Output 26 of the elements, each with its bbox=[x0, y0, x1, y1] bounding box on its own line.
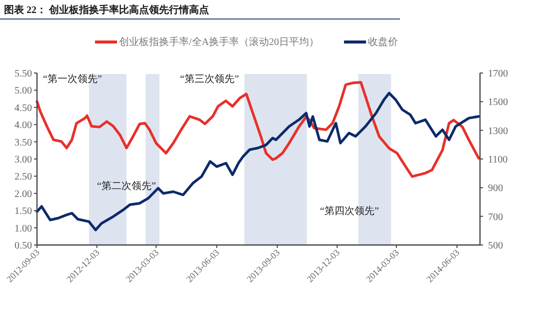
annotation: “第三次领先” bbox=[180, 73, 239, 85]
y2-tick-label: 700 bbox=[488, 212, 503, 223]
annotation: “第一次领先” bbox=[43, 73, 102, 85]
y-tick-label: 3.50 bbox=[14, 137, 32, 148]
y-tick-label: 2.00 bbox=[14, 188, 32, 200]
y-tick-label: 3.00 bbox=[14, 154, 32, 166]
chart-title: 图表 22： 创业板指换手率比高点领先行情高点 bbox=[4, 4, 209, 16]
line-series bbox=[36, 92, 480, 232]
y-tick-label: 2.50 bbox=[14, 172, 32, 183]
y2-tick-label: 1300 bbox=[488, 126, 508, 137]
y-tick-label: 4.50 bbox=[14, 102, 32, 114]
y2-tick-label: 500 bbox=[488, 240, 503, 252]
legend-label: 收盘价 bbox=[368, 36, 398, 48]
y-tick-label: 1.50 bbox=[14, 206, 32, 218]
y-tick-label: 1.00 bbox=[14, 223, 32, 234]
y-tick-label: 4.00 bbox=[14, 120, 32, 132]
annotation: “第二次领先” bbox=[97, 180, 156, 192]
annotation: “第四次领先” bbox=[320, 205, 379, 217]
y2-tick-label: 1700 bbox=[488, 68, 508, 80]
legend-label: 创业板指换手率/全A换手率（滚动20日平均） bbox=[119, 36, 319, 48]
y-tick-label: 5.50 bbox=[14, 68, 32, 80]
y2-tick-label: 1500 bbox=[488, 97, 508, 108]
y2-tick-label: 1100 bbox=[488, 154, 508, 166]
y-tick-label: 0.50 bbox=[14, 240, 32, 252]
y2-tick-label: 900 bbox=[488, 183, 503, 194]
y-tick-label: 5.00 bbox=[14, 86, 32, 97]
